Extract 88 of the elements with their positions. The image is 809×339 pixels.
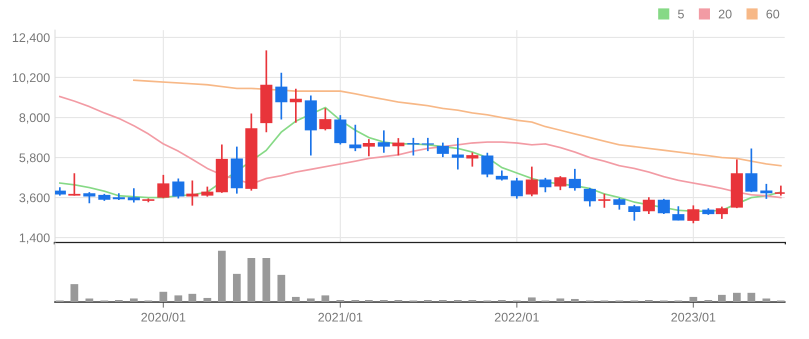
bar <box>85 298 94 302</box>
candlestick <box>349 124 362 152</box>
candlestick <box>510 177 523 200</box>
candlestick <box>407 137 420 156</box>
candlestick <box>172 178 184 200</box>
bar <box>528 297 536 302</box>
candlestick <box>481 152 494 178</box>
bar <box>159 292 168 302</box>
bar <box>351 300 360 302</box>
bar <box>689 296 698 302</box>
candlestick <box>378 130 390 154</box>
candlestick <box>466 152 478 168</box>
bar <box>468 300 476 302</box>
bar <box>380 300 388 302</box>
bar <box>188 294 196 302</box>
bar <box>704 300 712 302</box>
candlestick <box>658 198 670 215</box>
y-tick-label: 12,400 <box>12 33 50 44</box>
candlestick <box>128 187 140 204</box>
bar <box>364 300 373 302</box>
bar <box>174 295 182 302</box>
y-tick-label: 10,200 <box>12 73 50 84</box>
candlestick <box>201 186 214 198</box>
candlestick <box>422 137 434 152</box>
bar <box>114 300 123 302</box>
y-tick-label: 3,600 <box>19 193 50 204</box>
candlestick <box>334 114 346 146</box>
candlestick <box>319 107 332 132</box>
x-tick-label: 2021/01 <box>318 312 362 322</box>
candlestick <box>642 196 655 215</box>
candlestick <box>598 192 610 209</box>
candlestick <box>83 191 96 204</box>
candlestick <box>628 204 640 222</box>
candlestick <box>716 206 728 220</box>
candlestick <box>436 142 449 158</box>
bar <box>438 300 447 302</box>
candlestick <box>392 137 404 156</box>
candlestick <box>186 180 198 206</box>
bar <box>747 292 756 302</box>
candlestick <box>554 175 566 191</box>
candlestick <box>613 197 626 210</box>
legend-label: 5 <box>678 10 684 18</box>
candlestick <box>275 72 288 120</box>
bar <box>732 292 741 302</box>
line-series <box>59 96 782 198</box>
bar <box>556 298 564 302</box>
bar <box>130 298 138 302</box>
candlestick <box>496 170 508 182</box>
x-tick-label: 2022/01 <box>494 312 539 322</box>
candlestick <box>362 138 375 158</box>
y-tick-label: 8,000 <box>19 113 50 124</box>
candlestick <box>68 172 80 197</box>
bar <box>306 298 315 302</box>
y-tick-label: 5,800 <box>19 153 50 164</box>
bar <box>262 258 270 302</box>
bar <box>232 274 241 302</box>
candlestick <box>760 183 772 200</box>
bar <box>454 300 462 302</box>
bar <box>277 274 286 302</box>
bar <box>218 250 226 302</box>
legend-label: 60 <box>766 10 780 18</box>
bar <box>570 298 579 302</box>
line-series <box>133 79 782 167</box>
legend-label: 20 <box>718 10 732 18</box>
bar <box>70 284 78 302</box>
x-tick-label: 2020/01 <box>141 312 186 322</box>
bar <box>424 300 432 302</box>
bar <box>292 296 300 302</box>
x-tick-label: 2023/01 <box>671 312 716 322</box>
candlestick <box>745 148 758 193</box>
bar <box>336 300 344 302</box>
bar <box>644 300 653 302</box>
candlestick <box>584 187 596 208</box>
candlestick <box>672 205 684 222</box>
candlestick <box>687 204 700 224</box>
candlestick <box>452 137 464 170</box>
bar <box>203 298 212 302</box>
bar <box>762 298 770 302</box>
candlestick <box>539 177 552 194</box>
bar <box>394 300 402 302</box>
bar <box>247 258 256 302</box>
bar <box>321 295 330 302</box>
y-tick-label: 1,400 <box>20 233 50 244</box>
candlestick <box>157 174 170 200</box>
bar <box>498 300 506 302</box>
candlestick <box>526 166 538 198</box>
candlestick <box>568 168 581 192</box>
bar <box>718 294 726 302</box>
